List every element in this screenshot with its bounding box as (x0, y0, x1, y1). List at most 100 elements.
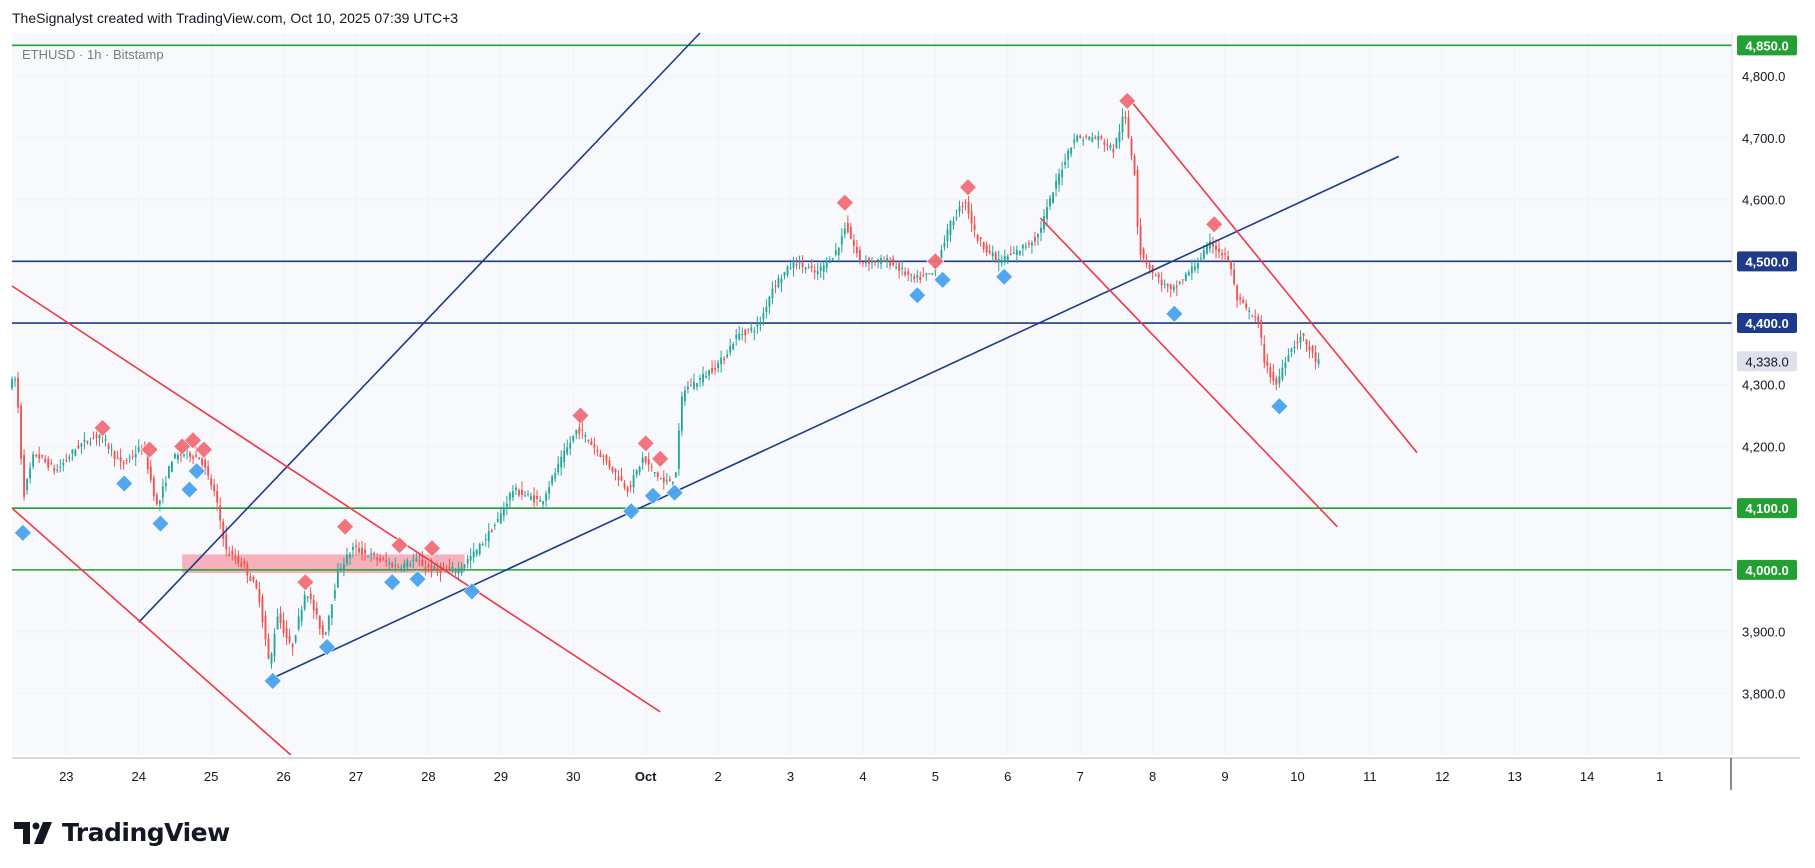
candle-body (1058, 173, 1061, 185)
candle-body (886, 258, 889, 262)
candle-body (1040, 228, 1042, 233)
candle-body (149, 466, 152, 480)
candle-body (819, 266, 822, 271)
x-tick-label: 29 (494, 769, 508, 784)
candle-body (261, 596, 264, 622)
candle-body (1178, 281, 1181, 284)
candle-body (1091, 137, 1094, 142)
candle-body (264, 615, 267, 640)
candle-body (424, 567, 427, 569)
candle-body (708, 370, 710, 376)
red-trend-line (1130, 100, 1418, 454)
candle-body (1021, 244, 1024, 249)
candle-body (527, 493, 529, 495)
candle-body (729, 345, 732, 353)
y-tick-label: 4,700.0 (1742, 131, 1785, 146)
swing-high-marker (336, 517, 355, 536)
footer-logo[interactable]: TradingView (14, 818, 230, 847)
candle-body (931, 272, 934, 275)
candle-body (1157, 273, 1160, 278)
candle-body (1073, 139, 1076, 143)
candle-body (445, 568, 448, 570)
candle-body (1103, 142, 1106, 145)
candle-body (539, 500, 542, 502)
price-scale-background[interactable] (1732, 33, 1800, 755)
candle-body (59, 466, 62, 468)
candle-body (849, 226, 852, 239)
candle-body (1015, 249, 1018, 256)
price-badge-label: 4,100.0 (1745, 501, 1788, 516)
candle-body (756, 324, 759, 327)
candle-body (113, 451, 116, 459)
swing-markers (13, 91, 1289, 690)
candle-body (201, 458, 204, 465)
candle-body (617, 476, 620, 481)
trend-lines[interactable] (11, 32, 1418, 756)
candle-body (167, 466, 170, 478)
candle-body (952, 221, 955, 226)
candle-body (364, 549, 366, 554)
candle-body (174, 454, 176, 459)
swing-low-marker (908, 286, 927, 305)
candle-body (502, 508, 505, 516)
candle-body (270, 653, 273, 664)
candle-body (593, 444, 596, 448)
candle-body (493, 524, 496, 526)
candle-body (699, 378, 701, 380)
candle-body (451, 566, 454, 569)
swing-high-marker (571, 406, 590, 425)
candle-body (1061, 170, 1064, 178)
candle-body (686, 386, 689, 390)
candle-body (213, 484, 216, 492)
candle-body (237, 556, 240, 564)
candle-body (1148, 264, 1151, 270)
candle-body (1000, 259, 1003, 264)
candle-body (397, 567, 400, 569)
candle-body (62, 462, 65, 466)
candle-body (1190, 266, 1193, 274)
candle-body (602, 455, 605, 457)
candle-body (505, 503, 508, 507)
candle-body (1206, 245, 1208, 254)
candle-body (74, 449, 77, 456)
candle-body (282, 620, 285, 633)
candle-body (358, 548, 360, 553)
candle-body (958, 206, 961, 212)
candle-body (86, 440, 89, 443)
candle-body (943, 243, 946, 247)
candle-body (457, 568, 460, 574)
swing-high-marker (1118, 91, 1137, 110)
candle-body (1006, 256, 1009, 262)
price-badge (1737, 351, 1797, 372)
swing-low-marker (383, 573, 402, 592)
candle-body (831, 258, 834, 260)
time-scale-background[interactable] (12, 755, 1800, 793)
candle-body (352, 546, 354, 551)
candle-body (134, 454, 137, 458)
candle-body (436, 568, 439, 570)
candle-body (189, 452, 191, 457)
candle-body (690, 385, 692, 387)
candle-body (1118, 131, 1121, 143)
candle-body (155, 494, 158, 504)
swing-high-marker (93, 419, 112, 437)
candle-body (370, 553, 373, 555)
x-tick-label: 8 (1149, 769, 1156, 784)
candle-body (880, 258, 882, 264)
candle-body (1251, 315, 1254, 317)
candle-body (1290, 348, 1293, 353)
candle-body (834, 250, 837, 255)
chart[interactable]: 3,800.0 3,900.0 4,200.0 4,300.0 4,600.0 4,700… (0, 0, 1815, 800)
candle-body (1163, 283, 1166, 285)
candle-body (925, 273, 928, 275)
swing-low-marker (180, 480, 199, 499)
candle-body (1266, 361, 1269, 366)
candle-body (216, 491, 219, 503)
chart-caption: TheSignalyst created with TradingView.co… (12, 10, 459, 26)
candle-body (267, 638, 270, 659)
candle-body (575, 429, 578, 435)
candle-body (309, 593, 312, 600)
candle-body (1024, 246, 1027, 248)
candle-body (490, 530, 493, 533)
candle-body (152, 478, 155, 497)
